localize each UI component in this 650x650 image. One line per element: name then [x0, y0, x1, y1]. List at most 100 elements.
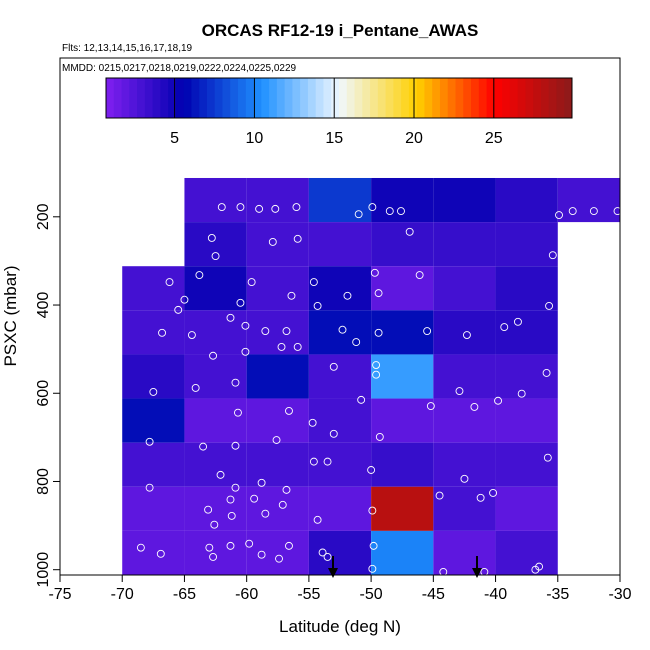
colorbar-swatch: [106, 78, 115, 118]
cell: [433, 530, 496, 575]
y-tick-label: 600: [35, 380, 52, 407]
colorbar-swatch: [199, 78, 208, 118]
sample-point: [145, 483, 154, 492]
sample-point: [329, 362, 338, 371]
x-tick-label: -55: [297, 586, 320, 603]
cell: [495, 354, 558, 399]
colorbar-swatch: [206, 78, 216, 118]
colorbar-swatch: [471, 78, 480, 118]
sample-point: [187, 331, 196, 339]
cell: [246, 442, 309, 487]
cell: [495, 398, 558, 443]
cell: [371, 530, 434, 575]
sample-point: [542, 369, 551, 377]
colorbar-swatch: [137, 78, 146, 118]
sample-point: [241, 347, 250, 356]
colorbar-swatch: [463, 78, 472, 118]
sample-point: [476, 493, 485, 502]
sample-point: [285, 541, 293, 550]
colorbar-swatch: [377, 78, 387, 118]
sample-point: [205, 543, 214, 552]
cell: [308, 398, 372, 443]
cell: [495, 177, 558, 223]
colorbar-swatch: [362, 78, 371, 118]
colorbar-swatch: [416, 78, 425, 118]
colorbar-swatch: [331, 78, 340, 118]
colorbar-swatch: [385, 78, 394, 118]
colorbar-swatch: [393, 78, 402, 118]
sample-point: [136, 543, 145, 552]
sample-point: [247, 278, 256, 287]
colorbar-swatch: [129, 78, 138, 118]
colorbar-swatch: [447, 78, 456, 118]
cell: [433, 398, 496, 443]
colorbar-swatch: [533, 78, 542, 118]
sample-point: [397, 207, 405, 216]
cell: [495, 310, 558, 355]
sample-point: [545, 301, 554, 310]
sample-point: [313, 515, 322, 524]
x-tick-label: -60: [235, 586, 258, 603]
cell: [308, 530, 372, 575]
sample-point: [613, 207, 622, 216]
cell: [308, 486, 372, 531]
cell: [246, 530, 309, 575]
colorbar-swatch: [222, 78, 231, 118]
sample-point: [199, 442, 208, 451]
x-tick-label: -30: [608, 586, 631, 603]
cell: [184, 442, 247, 487]
colorbar-swatch: [276, 78, 286, 118]
sample-point: [145, 437, 154, 446]
sample-points: [136, 203, 622, 576]
cell: [495, 266, 558, 311]
cell: [122, 486, 185, 531]
x-tick-label: -70: [111, 586, 134, 603]
sample-point: [272, 436, 281, 444]
colorbar-swatch: [354, 78, 363, 118]
colorbar-swatch: [292, 78, 301, 118]
colorbar-swatch: [315, 78, 324, 118]
chart-title: ORCAS RF12-19 i_Pentane_AWAS: [202, 21, 479, 40]
cell: [122, 442, 185, 487]
cell: [184, 530, 247, 575]
cell: [371, 266, 434, 311]
sample-point: [165, 278, 174, 287]
colorbar-swatch: [370, 78, 379, 118]
sample-point: [405, 227, 414, 236]
sample-point: [261, 509, 270, 518]
cell: [246, 222, 309, 267]
sample-point: [435, 491, 444, 500]
cell: [557, 177, 620, 223]
sample-point: [293, 234, 302, 243]
colorbar-tick-label: 15: [325, 130, 343, 147]
colorbar-swatch: [517, 78, 526, 118]
cell: [246, 486, 309, 531]
cell: [495, 442, 558, 487]
sample-point: [514, 317, 522, 326]
sample-point: [470, 402, 479, 411]
colorbar-swatch: [540, 78, 550, 118]
colorbar-swatch: [564, 78, 573, 118]
sample-point: [257, 478, 266, 487]
sample-point: [368, 506, 377, 515]
sample-point: [217, 203, 226, 212]
sample-point: [209, 351, 218, 360]
sample-point: [343, 291, 352, 300]
x-tick-label: -35: [546, 586, 569, 603]
colorbar-swatch: [144, 78, 154, 118]
sample-point: [287, 291, 296, 300]
colorbar-tick-label: 5: [170, 130, 179, 147]
sample-point: [236, 298, 245, 307]
colorbar-swatch: [300, 78, 309, 118]
sample-point: [231, 483, 240, 492]
cell: [495, 222, 558, 267]
plot-frame: [59, 57, 621, 576]
cell: [433, 354, 496, 399]
sample-point: [367, 466, 376, 474]
sample-point: [423, 327, 432, 336]
cell: [371, 354, 434, 399]
cell: [433, 442, 496, 487]
sample-point: [277, 342, 286, 351]
colorbar-swatch: [307, 78, 317, 118]
colorbar-swatch: [455, 78, 464, 118]
